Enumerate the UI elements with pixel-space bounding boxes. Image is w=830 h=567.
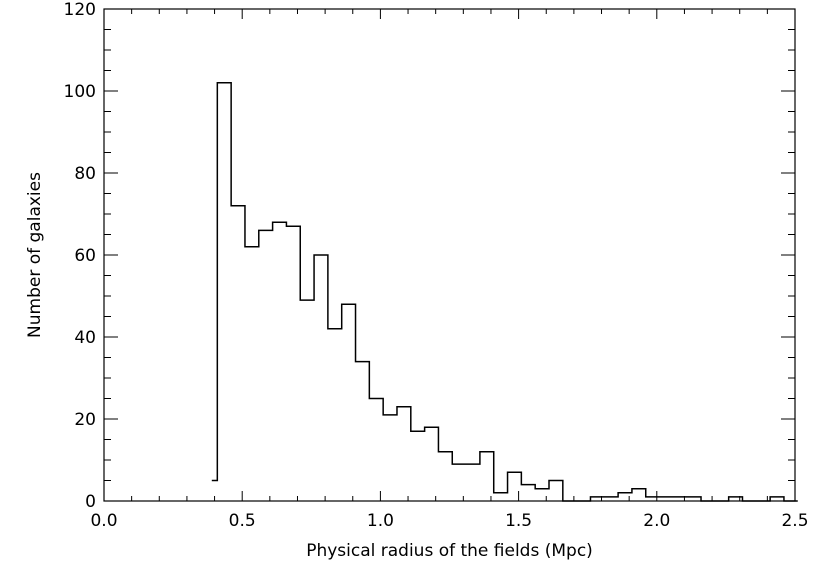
x-tick-labels: 0.0 0.5 1.0 1.5 2.0 2.5 <box>90 511 808 531</box>
y-axis-label: Number of galaxies <box>25 172 45 338</box>
plot-frame <box>103 8 796 502</box>
plot-border <box>103 8 796 502</box>
x-tick-label: 0.5 <box>229 511 256 531</box>
y-tick-label: 120 <box>64 0 96 20</box>
x-tick-label: 2.0 <box>643 511 670 531</box>
y-tick-label: 80 <box>74 164 96 184</box>
y-tick-label: 100 <box>64 82 96 102</box>
histogram-step-line <box>211 82 798 502</box>
y-tick-label: 60 <box>74 246 96 266</box>
x-tick-label: 2.5 <box>781 511 808 531</box>
y-tick-label: 20 <box>74 410 96 430</box>
x-tick-label: 1.0 <box>367 511 394 531</box>
y-tick-labels: 0 20 40 60 80 100 120 <box>64 0 96 512</box>
x-axis-label: Physical radius of the fields (Mpc) <box>306 541 593 561</box>
axis-ticks <box>103 8 796 502</box>
y-tick-label: 40 <box>74 328 96 348</box>
y-tick-label: 0 <box>85 492 96 512</box>
x-tick-label: 1.5 <box>505 511 532 531</box>
x-tick-label: 0.0 <box>90 511 117 531</box>
